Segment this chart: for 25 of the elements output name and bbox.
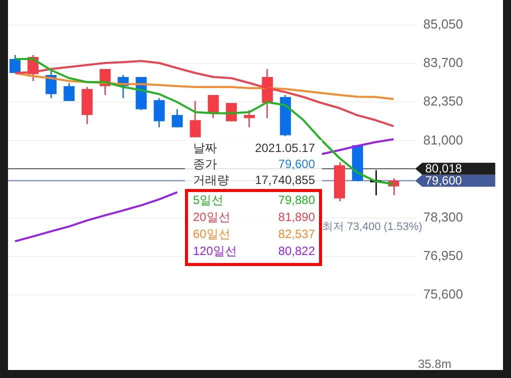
y-tick-label: 75,600	[423, 286, 464, 302]
text: 20일선	[193, 210, 230, 224]
y-tick-label: 82,350	[423, 94, 464, 109]
text: 60일선	[193, 227, 230, 241]
annotation: 2021.05.17	[254, 140, 315, 156]
text: 120일선	[193, 244, 238, 258]
annotation: 81,890	[278, 209, 315, 225]
y-tick-label: 81,000	[423, 132, 464, 148]
text: 5일선	[193, 193, 224, 207]
annotation: 날짜	[193, 141, 217, 155]
text: 35.8m	[418, 357, 452, 371]
annotation: 79,880	[278, 192, 315, 208]
annotation: 79,600	[278, 156, 315, 172]
annotation: 17,740,855	[254, 172, 315, 188]
annotation: 종가	[193, 157, 217, 171]
ref-line-label: 80,018	[425, 162, 462, 176]
annotation: 최저 73,400 (1.53%)	[322, 220, 422, 234]
y-tick-label: 76,950	[423, 248, 464, 264]
y-tick-label: 85,050	[423, 16, 464, 32]
ref-line-label: 79,600	[425, 174, 462, 188]
annotation: 80,822	[278, 243, 315, 259]
annotation: 82,537	[278, 226, 315, 242]
y-tick-label: 83,700	[423, 55, 464, 70]
y-tick-label: 78,300	[423, 209, 464, 224]
annotation: 거래량	[193, 173, 229, 187]
